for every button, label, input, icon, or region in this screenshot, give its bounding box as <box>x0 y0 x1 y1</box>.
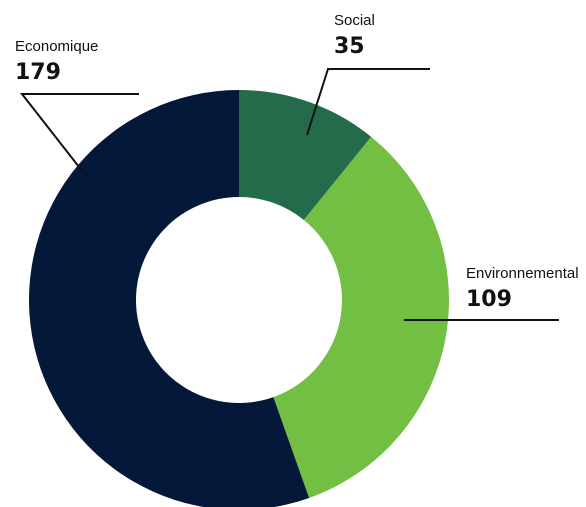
slice-label-environnemental: Environnemental <box>466 265 579 282</box>
slice-value-economique: 179 <box>15 60 61 85</box>
donut-slices <box>29 90 450 507</box>
slice-value-social: 35 <box>334 34 365 59</box>
label-group-social: Social 35 <box>306 12 430 136</box>
slice-label-economique: Economique <box>15 38 98 55</box>
slice-value-environnemental: 109 <box>466 287 512 312</box>
slice-label-social: Social <box>334 12 375 29</box>
leader-line-social <box>306 68 430 136</box>
slice-environnemental <box>273 136 450 498</box>
leader-line-economique <box>19 93 139 182</box>
label-group-economique: Economique 179 <box>15 38 139 182</box>
label-group-environnemental: Environnemental 109 <box>404 265 579 321</box>
slice-social <box>239 90 372 220</box>
slice-economique <box>29 90 310 507</box>
